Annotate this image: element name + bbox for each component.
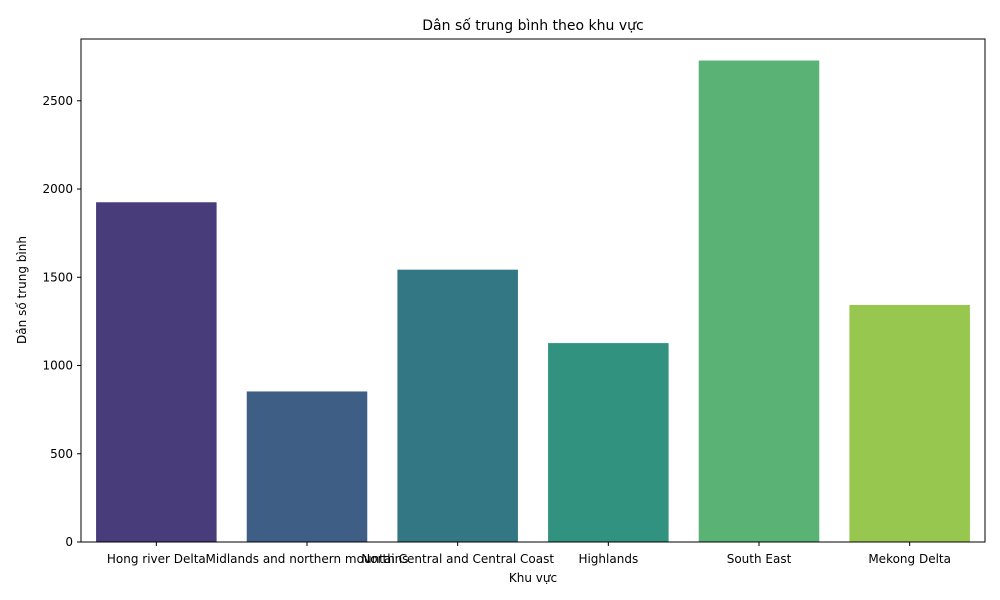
x-tick-label: Midlands and northern mountains: [206, 552, 409, 566]
y-tick-label: 2000: [42, 182, 73, 196]
bar-0: [96, 202, 217, 542]
chart-title: Dân số trung bình theo khu vực: [422, 17, 643, 34]
plot-area-frame: [80, 38, 986, 543]
bar-4: [698, 60, 820, 543]
y-tick-label: 2500: [42, 94, 73, 108]
bar-2: [397, 269, 518, 542]
x-axis-label: Khu vực: [509, 571, 557, 585]
bar-5: [849, 304, 970, 542]
bars-group: [96, 60, 970, 543]
bar-1: [246, 391, 368, 542]
y-tick-label: 1500: [42, 270, 73, 284]
y-tick-label: 500: [50, 447, 73, 461]
x-tick-label: Hong river Delta: [107, 552, 206, 566]
y-axis-label: Dân số trung bình: [15, 236, 29, 344]
x-tick-label: North Central and Central Coast: [361, 552, 554, 566]
x-tick-label: Mekong Delta: [868, 552, 951, 566]
x-tick-label: South East: [727, 552, 792, 566]
bar-3: [548, 343, 669, 542]
y-tick-label: 0: [65, 535, 73, 549]
x-tick-label: Highlands: [578, 552, 638, 566]
y-tick-label: 1000: [42, 359, 73, 373]
x-axis: Hong river Delta Midlands and northern mo…: [107, 542, 951, 566]
y-axis: 0 500 1000 1500 2000 2500: [42, 94, 81, 549]
